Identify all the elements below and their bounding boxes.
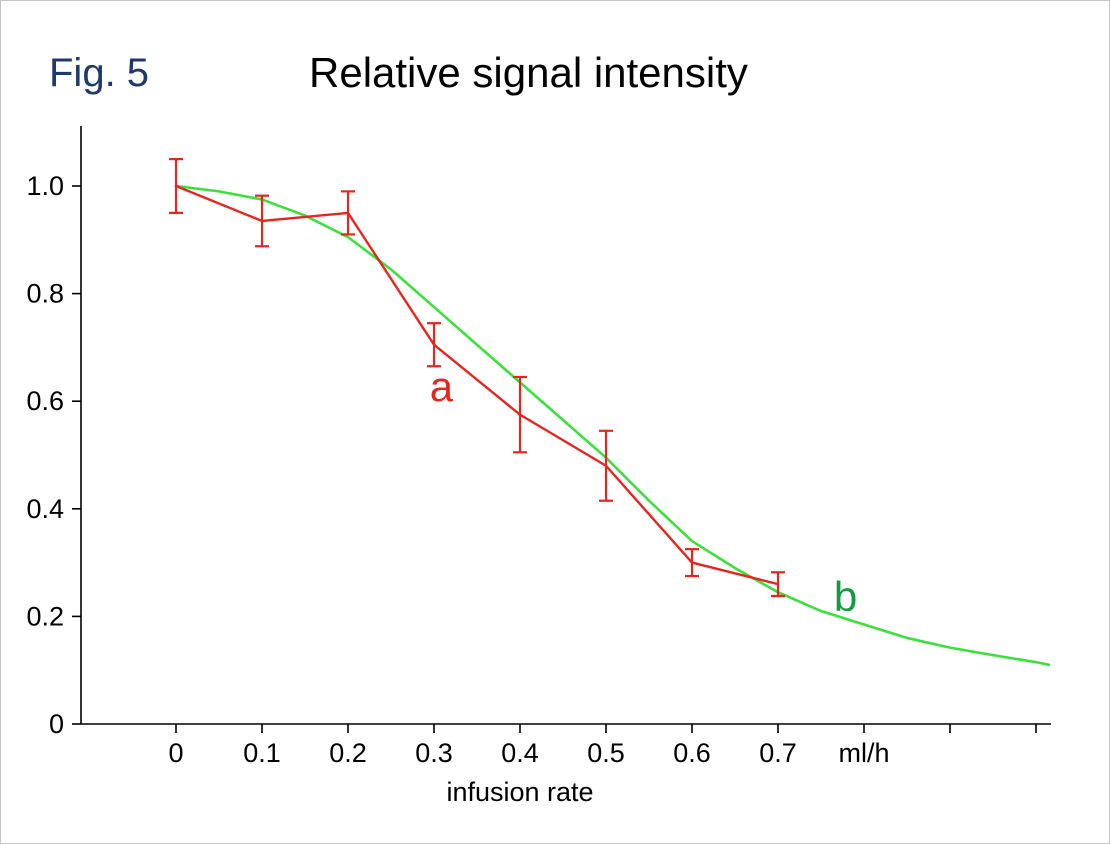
figure-number: Fig. 5 bbox=[49, 51, 150, 95]
series-b-line bbox=[174, 184, 1051, 667]
x-tick-label: 0.3 bbox=[415, 738, 453, 768]
x-tick-label: 0.1 bbox=[243, 738, 281, 768]
x-axis-title: infusion rate bbox=[446, 777, 593, 807]
x-axis-unit: ml/h bbox=[838, 738, 889, 768]
x-tick-label: 0 bbox=[168, 738, 183, 768]
y-tick-label: 0 bbox=[49, 709, 64, 739]
y-tick-label: 0.6 bbox=[26, 386, 64, 416]
series-a-line bbox=[174, 184, 780, 586]
x-tick-label: 0.6 bbox=[673, 738, 711, 768]
x-tick-label: 0.5 bbox=[587, 738, 625, 768]
series-a-label: a bbox=[430, 363, 454, 410]
y-tick-label: 1.0 bbox=[26, 171, 64, 201]
x-tick-label: 0.7 bbox=[759, 738, 797, 768]
x-tick-label: 0.4 bbox=[501, 738, 539, 768]
y-tick-label: 0.8 bbox=[26, 279, 64, 309]
y-tick-label: 0.2 bbox=[26, 601, 64, 631]
chart-title: Relative signal intensity bbox=[309, 49, 748, 96]
x-tick-label: 0.2 bbox=[329, 738, 367, 768]
y-tick-label: 0.4 bbox=[26, 494, 64, 524]
series-b-label: b bbox=[834, 573, 857, 620]
